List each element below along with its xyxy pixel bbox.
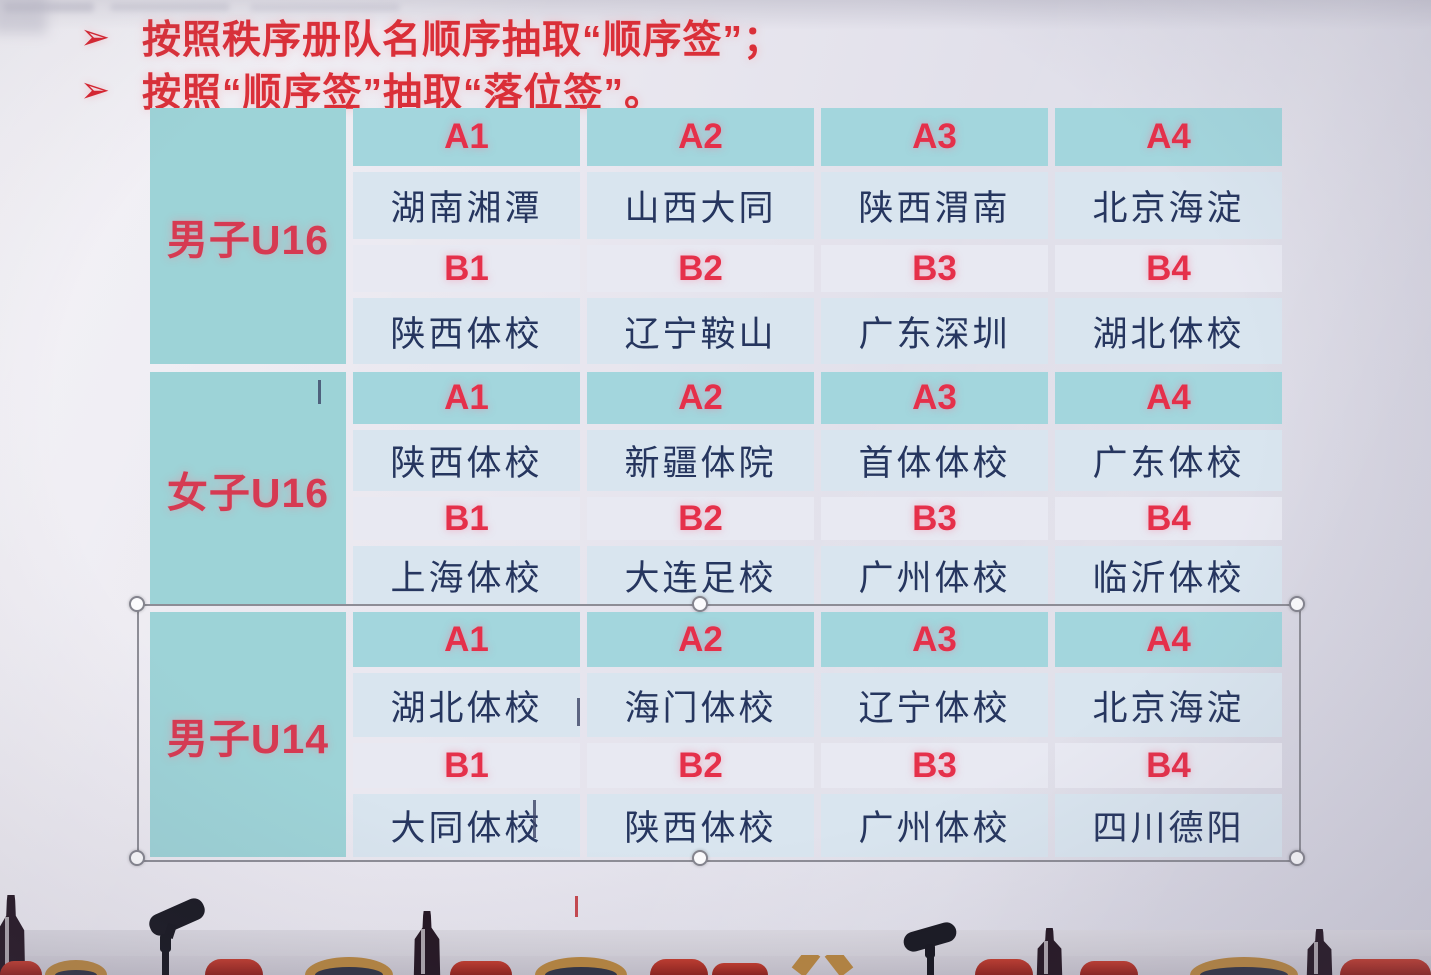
col-header-cell: A1 bbox=[353, 108, 580, 166]
team-cell: 临沂体校 bbox=[1055, 546, 1282, 605]
table-group-girls-u16: 女子U16 A1 A2 A3 A4 陕西体校 新疆体院 首体体校 广东体校 B1… bbox=[150, 372, 1282, 605]
selection-handle-top-right[interactable] bbox=[1289, 596, 1305, 612]
team-cell: 北京海淀 bbox=[1055, 172, 1282, 239]
selection-handle-bottom-middle[interactable] bbox=[692, 850, 708, 866]
team-cell: 湖北体校 bbox=[1055, 298, 1282, 364]
chair-back-red bbox=[450, 961, 512, 975]
col-header-cell: A1 bbox=[353, 612, 580, 667]
microphone-joint bbox=[160, 934, 171, 952]
text-cursor bbox=[577, 698, 580, 726]
table-group-boys-u14: 男子U14 A1 A2 A3 A4 湖北体校 海门体校 辽宁体校 北京海淀 B1… bbox=[150, 612, 1282, 857]
bullet-text: 按照“顺序签”抽取“落位签”。 bbox=[142, 71, 665, 115]
team-cell: 陕西体校 bbox=[353, 430, 580, 491]
microphone-stand bbox=[162, 950, 169, 975]
team-cell: 广东深圳 bbox=[821, 298, 1048, 364]
red-mark bbox=[575, 896, 578, 917]
chair-back-red bbox=[0, 961, 42, 975]
chair-back-red bbox=[205, 959, 263, 975]
col-header-cell: B4 bbox=[1055, 743, 1282, 788]
bullet-line: ➢ 按照秩序册队名顺序抽取“顺序签”； bbox=[80, 10, 783, 63]
col-header-cell: A3 bbox=[821, 372, 1048, 424]
selection-handle-bottom-left[interactable] bbox=[129, 850, 145, 866]
col-header-cell: A2 bbox=[587, 372, 814, 424]
arrow-bullet-icon: ➢ bbox=[80, 15, 111, 57]
col-header-cell: A4 bbox=[1055, 372, 1282, 424]
col-header-cell: B1 bbox=[353, 497, 580, 540]
group-label: 女子U16 bbox=[150, 372, 346, 605]
top-smudge bbox=[4, 2, 94, 12]
group-label: 男子U14 bbox=[150, 612, 346, 857]
top-smudge bbox=[250, 4, 400, 11]
team-cell: 大同体校 bbox=[353, 794, 580, 857]
col-header-cell: B2 bbox=[587, 497, 814, 540]
col-header-cell: B3 bbox=[821, 743, 1048, 788]
screen-top-shade bbox=[0, 0, 1431, 30]
table-group-boys-u16: 男子U16 A1 A2 A3 A4 湖南湘潭 山西大同 陕西渭南 北京海淀 B1… bbox=[150, 108, 1282, 364]
corner-smudge bbox=[0, 0, 47, 34]
team-cell: 山西大同 bbox=[587, 172, 814, 239]
chair-back-red bbox=[1080, 961, 1138, 975]
chair-back-wood bbox=[45, 960, 107, 975]
team-cell: 辽宁体校 bbox=[821, 673, 1048, 737]
chair-back-xframe bbox=[775, 955, 870, 975]
team-cell: 海门体校 bbox=[587, 673, 814, 737]
team-cell: 湖南湘潭 bbox=[353, 172, 580, 239]
text-cursor bbox=[533, 800, 536, 838]
microphone-stand bbox=[927, 956, 934, 975]
team-cell: 辽宁鞍山 bbox=[587, 298, 814, 364]
col-header-cell: B1 bbox=[353, 245, 580, 292]
col-header-cell: B4 bbox=[1055, 245, 1282, 292]
col-header-cell: A2 bbox=[587, 108, 814, 166]
chair-back-red bbox=[712, 963, 768, 975]
team-cell: 广州体校 bbox=[821, 794, 1048, 857]
top-smudge bbox=[110, 3, 230, 11]
team-cell: 大连足校 bbox=[587, 546, 814, 605]
selection-handle-top-left[interactable] bbox=[129, 596, 145, 612]
draw-table: 男子U16 A1 A2 A3 A4 湖南湘潭 山西大同 陕西渭南 北京海淀 B1… bbox=[150, 108, 1282, 857]
col-header-cell: B4 bbox=[1055, 497, 1282, 540]
chair-back-red bbox=[975, 959, 1033, 975]
col-header-cell: A3 bbox=[821, 612, 1048, 667]
selection-handle-bottom-right[interactable] bbox=[1289, 850, 1305, 866]
col-header-cell: B2 bbox=[587, 245, 814, 292]
group-label: 男子U16 bbox=[150, 108, 346, 364]
bullet-text: 按照秩序册队名顺序抽取“顺序签”； bbox=[142, 18, 784, 62]
col-header-cell: B2 bbox=[587, 743, 814, 788]
chair-back-wood bbox=[305, 957, 393, 975]
arrow-bullet-icon: ➢ bbox=[80, 68, 111, 110]
team-cell: 新疆体院 bbox=[587, 430, 814, 491]
text-cursor bbox=[318, 380, 321, 404]
team-cell: 广东体校 bbox=[1055, 430, 1282, 491]
team-cell: 湖北体校 bbox=[353, 673, 580, 737]
team-cell: 首体体校 bbox=[821, 430, 1048, 491]
team-cell: 广州体校 bbox=[821, 546, 1048, 605]
team-cell: 四川德阳 bbox=[1055, 794, 1282, 857]
col-header-cell: A4 bbox=[1055, 612, 1282, 667]
bullet-line: ➢ 按照“顺序签”抽取“落位签”。 bbox=[80, 63, 783, 116]
chair-back-red bbox=[1340, 959, 1431, 975]
team-cell: 陕西体校 bbox=[353, 298, 580, 364]
chair-back-wood bbox=[535, 957, 627, 975]
water-bottle-silhouette bbox=[413, 911, 441, 975]
team-cell: 陕西渭南 bbox=[821, 172, 1048, 239]
col-header-cell: B3 bbox=[821, 497, 1048, 540]
bullet-list: ➢ 按照秩序册队名顺序抽取“顺序签”； ➢ 按照“顺序签”抽取“落位签”。 bbox=[80, 10, 783, 116]
col-header-cell: A1 bbox=[353, 372, 580, 424]
selection-box bbox=[137, 604, 1301, 862]
selection-handle-top-middle[interactable] bbox=[692, 596, 708, 612]
col-header-cell: B3 bbox=[821, 245, 1048, 292]
screen-bottom-edge bbox=[0, 930, 1431, 957]
team-cell: 上海体校 bbox=[353, 546, 580, 605]
col-header-cell: A2 bbox=[587, 612, 814, 667]
chair-back-red bbox=[650, 959, 708, 975]
col-header-cell: A4 bbox=[1055, 108, 1282, 166]
microphone-joint bbox=[925, 944, 935, 958]
team-cell: 北京海淀 bbox=[1055, 673, 1282, 737]
team-cell: 陕西体校 bbox=[587, 794, 814, 857]
col-header-cell: A3 bbox=[821, 108, 1048, 166]
col-header-cell: B1 bbox=[353, 743, 580, 788]
